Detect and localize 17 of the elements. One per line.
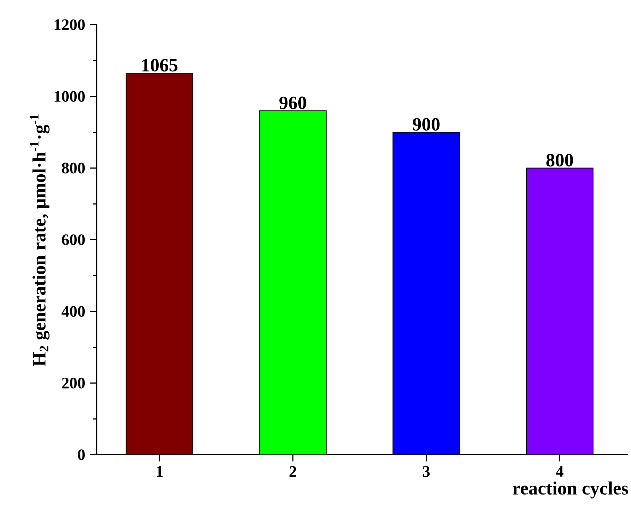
data-label: 960	[280, 96, 306, 110]
y-axis-title: H$_{2}$ generation rate, μmol·h$^{-1}$·g$^{-1}$	[30, 114, 50, 366]
x-tick-label: 4	[556, 466, 564, 477]
x-tick-label: 3	[423, 466, 430, 478]
y-tick-label: 1000	[54, 91, 86, 102]
x-tick-label: 1	[156, 466, 163, 477]
y-tick-label: 400	[62, 306, 86, 318]
y-tick-label: 200	[62, 378, 86, 389]
x-axis-title: reaction cycles	[512, 482, 628, 499]
data-label: 1065	[142, 59, 178, 72]
y-tick-label: 600	[62, 234, 86, 246]
x-tick-label: 2	[290, 466, 296, 477]
data-label: 800	[546, 154, 574, 167]
y-tick-label: 800	[62, 162, 86, 174]
data-label: 900	[413, 118, 440, 131]
y-tick-label: 0	[78, 450, 86, 460]
y-tick-label: 1200	[54, 20, 86, 30]
